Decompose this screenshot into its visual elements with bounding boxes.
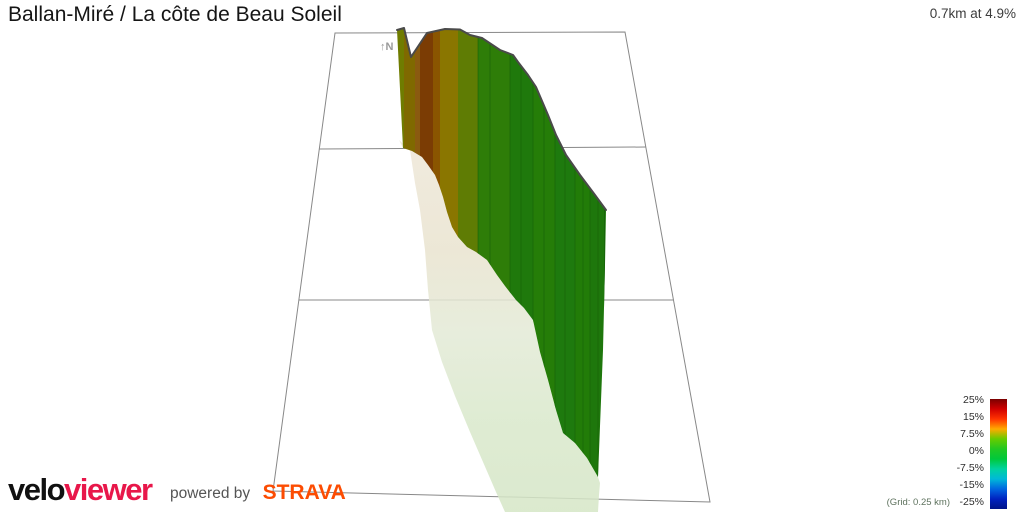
veloviewer-logo-red[interactable]: viewer (64, 472, 153, 507)
legend-tick: -25% (959, 496, 984, 508)
gradient-colorbar (990, 399, 1007, 509)
segment-title: Ballan-Miré / La côte de Beau Soleil (8, 3, 342, 26)
ribbon-stripe (590, 28, 606, 477)
segment-stats: 0.7km at 4.9% (929, 6, 1016, 21)
veloviewer-logo[interactable]: velo (8, 472, 66, 507)
legend-tick: 0% (968, 445, 984, 457)
legend-tick: 7.5% (960, 428, 984, 440)
legend-tick: -15% (959, 479, 984, 491)
footer-branding: veloviewer powered by STRAVA (8, 472, 346, 510)
powered-by-label: powered by (170, 485, 251, 502)
ribbon-stripe (404, 28, 415, 477)
gradient-legend: 25% 15% 7.5% 0% -7.5% -15% -25% (Grid: 0… (887, 394, 1024, 512)
grid-spacing-note: (Grid: 0.25 km) (886, 497, 950, 508)
ribbon-top-outline (396, 27, 607, 211)
north-arrow-icon: ↑N (380, 41, 394, 53)
grid-border (272, 31, 711, 503)
legend-tick: -7.5% (956, 462, 984, 474)
legend-tick: 25% (962, 394, 984, 406)
ribbon-stripe (397, 28, 404, 477)
ribbon-stripe (415, 28, 420, 477)
route-ground-shadow (399, 140, 600, 512)
legend-tick: 15% (962, 411, 984, 423)
strava-logo[interactable]: STRAVA (262, 481, 346, 504)
